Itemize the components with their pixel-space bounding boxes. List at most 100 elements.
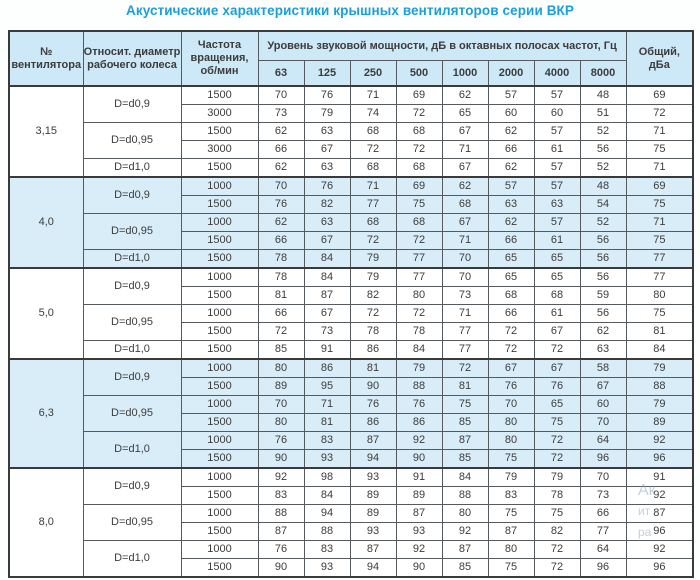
spl-value-cell: 62 [257,158,305,178]
spl-value-cell: 66 [579,504,627,523]
spl-value-cell: 70 [441,267,489,287]
spl-value-cell: 62 [441,85,489,105]
spl-value-cell: 75 [533,413,581,432]
spl-value-cell: 72 [349,304,397,323]
spl-value-cell: 73 [303,322,351,341]
spl-value-cell: 62 [487,122,535,141]
spl-value-cell: 69 [395,85,443,105]
fan-number-cell: 6,3 [8,358,84,469]
spl-value-cell: 72 [533,340,581,360]
spl-value-cell: 68 [441,195,489,214]
total-dba-cell: 80 [625,286,694,305]
spl-value-cell: 78 [257,249,305,269]
spl-value-cell: 86 [349,340,397,360]
spl-value-cell: 65 [487,267,535,287]
spl-value-cell: 70 [257,85,305,105]
table-row: D=d1,0 1000 76 83 87 92 87 80 72 64 92 [9,540,694,578]
spl-value-cell: 56 [579,304,627,323]
spl-value-cell: 90 [257,558,305,578]
spl-value-cell: 86 [395,413,443,432]
spl-value-cell: 71 [441,140,489,159]
table-row: 1500 80 81 86 86 85 80 75 70 89 [9,413,694,432]
spl-value-cell: 82 [349,286,397,305]
spl-value-cell: 56 [579,140,627,159]
table-row: 4,0 D=d0,9 1000 70 76 71 69 62 57 57 48 69 [8,176,694,269]
spl-value-cell: 79 [349,249,397,269]
spl-value-cell: 85 [441,558,489,578]
spl-value-cell: 87 [441,431,489,450]
spl-value-cell: 67 [579,377,627,396]
spl-value-cell: 87 [395,504,443,523]
table-row: 3,15 D=d0,9 1500 70 76 71 69 62 57 57 48 69 [8,85,694,178]
spl-value-cell: 76 [257,431,305,450]
total-dba-cell: 84 [625,340,694,360]
spl-value-cell: 58 [579,358,627,378]
spl-value-cell: 69 [395,176,443,196]
spl-value-cell: 84 [303,486,351,505]
spl-value-cell: 64 [579,540,627,559]
spl-value-cell: 79 [349,267,397,287]
spl-value-cell: 87 [349,540,397,559]
spl-value-cell: 70 [579,413,627,432]
spl-value-cell: 52 [579,158,627,178]
spl-value-cell: 75 [487,558,535,578]
spl-value-cell: 82 [533,522,581,541]
spl-value-cell: 67 [441,213,489,232]
spl-value-cell: 60 [533,104,581,123]
spl-value-cell: 76 [395,395,443,414]
spl-value-cell: 70 [441,249,489,269]
spl-value-cell: 64 [579,431,627,450]
spl-value-cell: 72 [533,449,581,469]
table-row: 5,0 D=d0,9 1000 78 84 79 77 70 65 65 56 77 [8,267,694,360]
total-dba-cell: 75 [625,304,694,323]
spl-value-cell: 87 [303,286,351,305]
total-dba-cell: 96 [625,558,694,578]
header-spl-group: Уровень звуковой мощности, дБ в октавных… [257,30,627,61]
spl-value-cell: 66 [487,231,535,250]
spl-value-cell: 79 [533,467,581,487]
spl-value-cell: 68 [395,158,443,178]
spl-value-cell: 72 [533,558,581,578]
rpm-cell: 1000 [180,395,259,414]
spl-value-cell: 63 [487,195,535,214]
spl-value-cell: 88 [441,486,489,505]
spl-value-cell: 75 [487,504,535,523]
header-rpm: Частота вращения, об/мин [180,30,259,87]
total-dba-cell: 75 [625,231,694,250]
spl-value-cell: 88 [395,377,443,396]
spl-value-cell: 63 [533,195,581,214]
total-dba-cell: 92 [625,486,694,505]
spl-value-cell: 87 [349,431,397,450]
spl-value-cell: 70 [579,467,627,487]
spl-value-cell: 79 [395,358,443,378]
spl-value-cell: 85 [441,449,489,469]
spl-value-cell: 72 [395,231,443,250]
spl-value-cell: 88 [303,522,351,541]
spl-value-cell: 72 [487,340,535,360]
spl-value-cell: 67 [441,158,489,178]
spl-value-cell: 88 [257,504,305,523]
header-diameter: Относит. диаметр рабочего колеса [82,30,182,87]
spl-value-cell: 57 [533,158,581,178]
spl-value-cell: 48 [579,176,627,196]
diameter-cell: D=d0,95 [82,213,182,250]
spl-value-cell: 92 [441,522,489,541]
spl-value-cell: 70 [257,395,305,414]
spl-value-cell: 60 [579,395,627,414]
spl-value-cell: 83 [303,540,351,559]
spl-value-cell: 83 [303,431,351,450]
spl-value-cell: 62 [487,213,535,232]
spl-value-cell: 77 [349,195,397,214]
spl-value-cell: 96 [579,558,627,578]
diameter-cell: D=d1,0 [82,340,182,360]
spl-value-cell: 98 [303,467,351,487]
rpm-cell: 1500 [180,377,259,396]
spl-value-cell: 71 [349,176,397,196]
diameter-cell: D=d0,9 [82,267,182,305]
spl-value-cell: 84 [395,340,443,360]
spl-value-cell: 80 [257,358,305,378]
spl-value-cell: 66 [257,304,305,323]
spl-value-cell: 80 [487,431,535,450]
acoustic-characteristics-table: № вентилятора Относит. диаметр рабочего … [8,30,695,578]
